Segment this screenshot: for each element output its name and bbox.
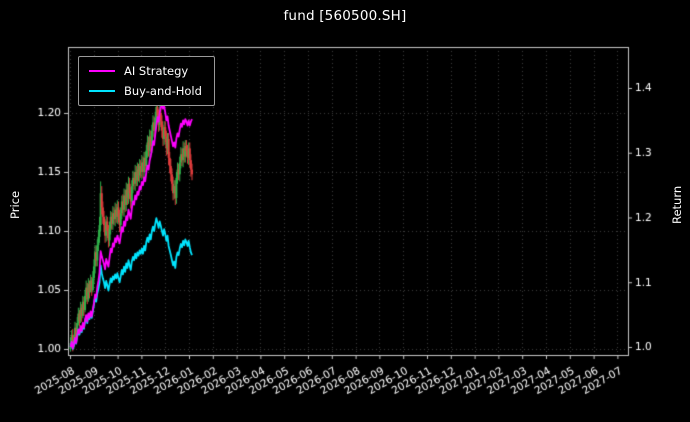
magenta-line-swatch-icon	[89, 70, 115, 72]
cyan-line-swatch-icon	[89, 90, 115, 92]
left-axis-label: Price	[8, 190, 22, 220]
legend-item-buy-and-hold: Buy-and-Hold	[89, 84, 202, 98]
right-axis-label: Return	[670, 185, 684, 225]
legend-item-ai-strategy: AI Strategy	[89, 64, 202, 78]
chart-title: fund [560500.SH]	[283, 8, 407, 24]
legend: AI Strategy Buy-and-Hold	[78, 56, 215, 106]
legend-label: AI Strategy	[124, 64, 189, 78]
legend-label: Buy-and-Hold	[124, 84, 202, 98]
